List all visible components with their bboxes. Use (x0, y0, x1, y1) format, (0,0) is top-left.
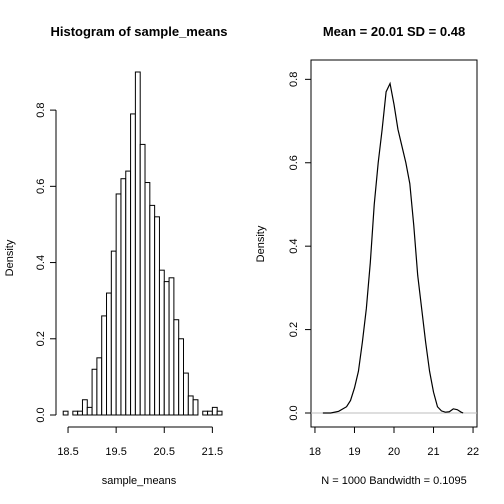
density-y-label: Density (255, 225, 267, 262)
density-x-tick-label: 18 (309, 446, 321, 458)
histogram-bar (81, 399, 88, 416)
histogram-bar (187, 395, 194, 416)
histogram-bar (115, 193, 122, 416)
histogram-bar (202, 410, 209, 416)
histogram-y-tick-label: 0.6 (35, 179, 47, 194)
histogram-bar (77, 410, 83, 416)
histogram-y-tick-label: 0.0 (35, 407, 47, 422)
density-x-label: N = 1000 Bandwidth = 0.1095 (321, 475, 467, 487)
histogram-bars (62, 71, 223, 416)
histogram-bar (91, 368, 98, 416)
histogram-bar (106, 292, 112, 416)
histogram-title: Histogram of sample_means (50, 24, 227, 39)
density-y-axis: 0.0 0.2 0.4 0.6 0.8 (288, 72, 311, 421)
histogram-bar (211, 406, 218, 416)
histogram-x-axis: 18.5 19.5 20.5 21.5 (57, 426, 223, 458)
histogram-bar (178, 338, 185, 416)
density-y-tick-label: 0.8 (288, 72, 300, 87)
histogram-bar (125, 170, 132, 416)
histogram-y-tick-label: 0.4 (35, 255, 47, 270)
histogram-bar (173, 319, 180, 416)
histogram-bar (144, 182, 151, 416)
density-title: Mean = 20.01 SD = 0.48 (323, 24, 465, 39)
histogram-y-tick-label: 0.8 (35, 102, 47, 117)
density-y-tick-label: 0.2 (288, 322, 300, 337)
density-x-tick-label: 19 (348, 446, 360, 458)
histogram-x-tick-label: 21.5 (202, 446, 223, 458)
histogram-y-label: Density (4, 239, 16, 276)
histogram-bar (120, 178, 127, 416)
histogram-bar (168, 277, 175, 416)
histogram-bar (72, 410, 79, 416)
histogram-x-tick-label: 18.5 (57, 446, 78, 458)
histogram-bar (163, 281, 170, 416)
histogram-bar (134, 71, 141, 416)
histogram-y-axis: 0.0 0.2 0.4 0.6 0.8 (35, 102, 57, 423)
density-x-tick-label: 21 (427, 446, 439, 458)
histogram-bar (110, 250, 117, 416)
histogram-bar (101, 315, 108, 416)
histogram-bar (86, 406, 93, 416)
density-x-tick-label: 22 (467, 446, 479, 458)
histogram-panel: Histogram of sample_means 18.5 19.5 20.5 21… (4, 24, 228, 487)
histogram-y-tick-label: 0.2 (35, 331, 47, 346)
histogram-bar (149, 204, 156, 416)
density-panel: Mean = 20.01 SD = 0.48 18 19 20 21 22 0.0 0.2… (255, 24, 479, 487)
density-x-axis: 18 19 20 21 22 (309, 427, 479, 458)
density-y-tick-label: 0.0 (288, 405, 300, 420)
density-x-tick-label: 20 (388, 446, 400, 458)
histogram-bar (96, 357, 103, 416)
density-y-tick-label: 0.6 (288, 155, 300, 170)
density-y-tick-label: 0.4 (288, 239, 300, 254)
histogram-bar (192, 399, 199, 416)
density-curve (322, 81, 464, 414)
density-plot-frame (310, 59, 478, 428)
histogram-bar (158, 269, 165, 416)
histogram-x-label: sample_means (102, 475, 177, 487)
histogram-bar (130, 113, 136, 416)
histogram-bar (216, 410, 223, 416)
histogram-bar (154, 216, 160, 416)
histogram-x-tick-label: 20.5 (154, 446, 175, 458)
histogram-bar (139, 143, 146, 416)
histogram-bar (207, 410, 213, 416)
histogram-bar (62, 410, 69, 416)
histogram-x-tick-label: 19.5 (105, 446, 126, 458)
histogram-bar (183, 372, 189, 416)
